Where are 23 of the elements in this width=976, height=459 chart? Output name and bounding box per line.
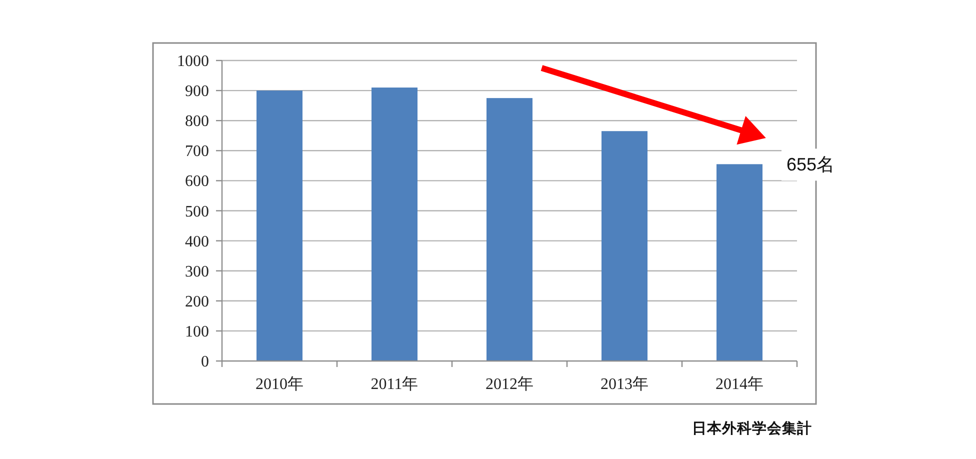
x-tick-label: 2010年 xyxy=(256,376,304,393)
y-tick-label: 600 xyxy=(185,173,209,190)
y-tick-label: 500 xyxy=(185,203,209,220)
text: 日本外科学会集計 xyxy=(692,420,812,437)
y-tick-label: 200 xyxy=(185,293,209,310)
y-tick-label: 800 xyxy=(185,113,209,130)
x-tick-label: 2012年 xyxy=(486,376,534,393)
x-tick-label: 2011年 xyxy=(370,376,418,393)
bar xyxy=(716,164,762,361)
bar xyxy=(372,88,418,361)
y-tick-label: 700 xyxy=(185,143,209,160)
annotation: 655名 xyxy=(786,154,835,175)
bar xyxy=(602,131,648,361)
y-tick-label: 900 xyxy=(185,83,209,100)
bar xyxy=(256,90,302,361)
y-tick-label: 1000 xyxy=(177,53,209,70)
x-tick-label: 2014年 xyxy=(716,376,764,393)
bar xyxy=(486,98,532,361)
y-tick-label: 300 xyxy=(185,263,209,280)
y-tick-label: 0 xyxy=(201,354,209,370)
x-tick-label: 2013年 xyxy=(600,376,648,393)
y-tick-label: 100 xyxy=(185,323,209,340)
y-tick-label: 400 xyxy=(185,233,209,250)
